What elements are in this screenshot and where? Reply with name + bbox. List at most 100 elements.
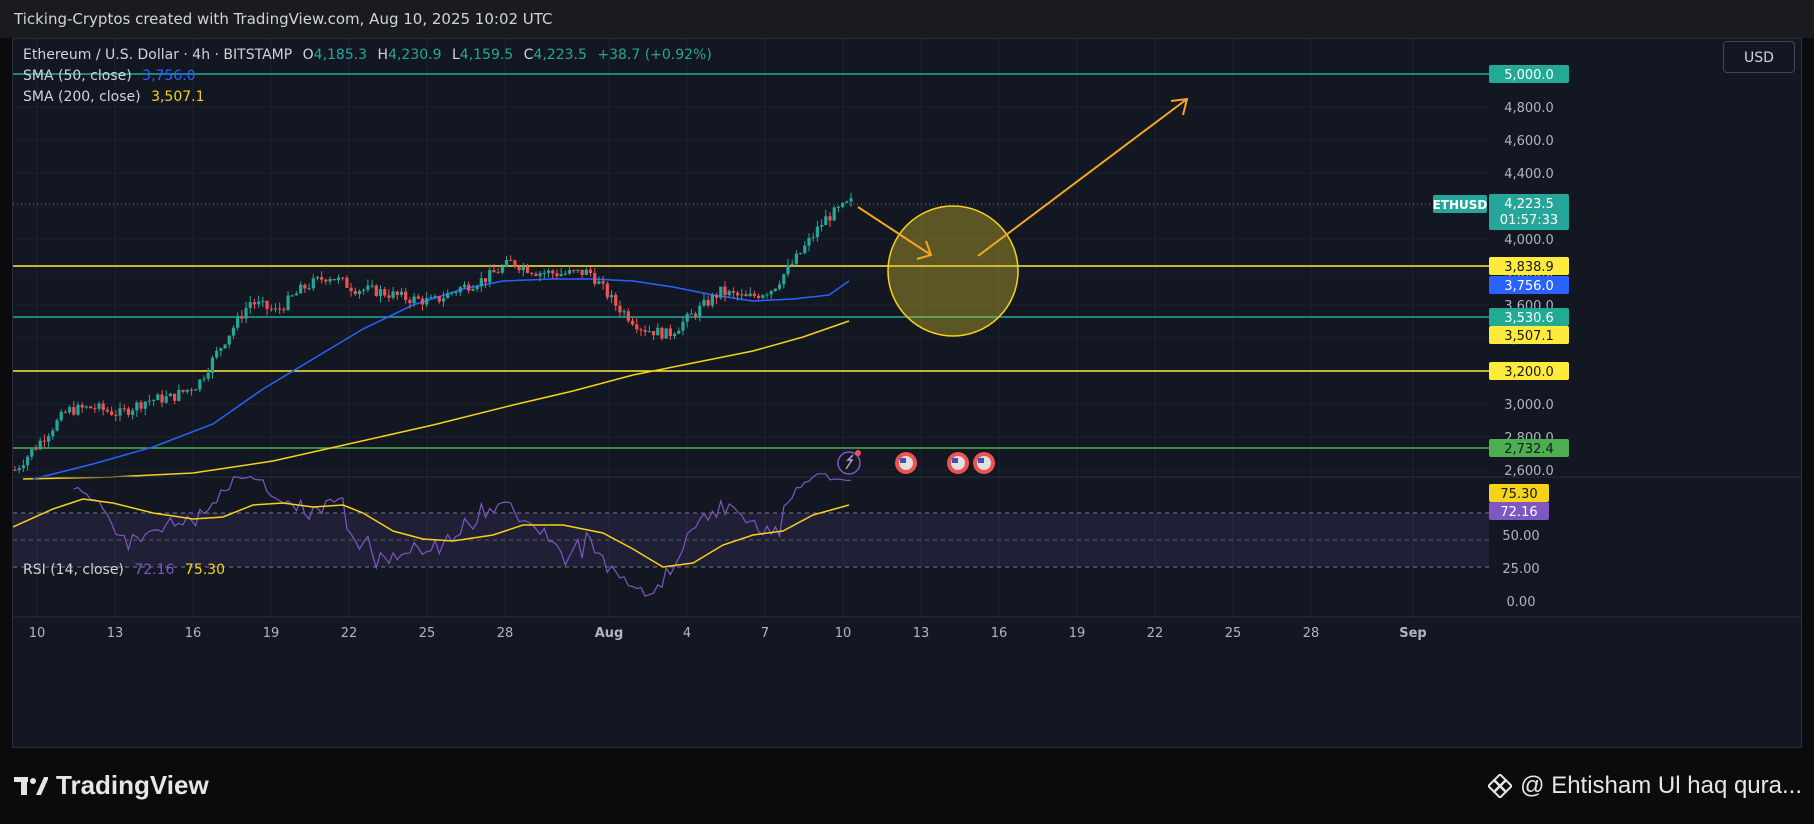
author-credit[interactable]: @ Ehtisham Ul haq qura...: [1488, 772, 1802, 800]
candle-body[interactable]: [362, 289, 366, 291]
candle-body[interactable]: [454, 292, 458, 294]
candle-body[interactable]: [656, 327, 660, 336]
candle-body[interactable]: [416, 296, 420, 299]
rsi-legend[interactable]: RSI (14, close) 72.16 75.30: [23, 562, 225, 578]
candle-body[interactable]: [126, 408, 131, 415]
candle-body[interactable]: [257, 301, 261, 305]
candle-body[interactable]: [819, 224, 824, 227]
candle-body[interactable]: [807, 237, 811, 246]
candle-body[interactable]: [76, 404, 80, 415]
tradingview-logo[interactable]: TradingView: [14, 770, 209, 801]
candle-body[interactable]: [538, 273, 542, 276]
candle-body[interactable]: [21, 465, 26, 469]
candle-body[interactable]: [672, 333, 677, 337]
candle-body[interactable]: [593, 273, 597, 284]
price-candles[interactable]: [13, 192, 853, 474]
candle-body[interactable]: [210, 357, 215, 373]
candle-body[interactable]: [294, 293, 299, 296]
candle-body[interactable]: [324, 279, 328, 282]
candle-body[interactable]: [248, 302, 252, 308]
candle-body[interactable]: [786, 265, 790, 275]
candle-body[interactable]: [185, 389, 189, 392]
candle-body[interactable]: [332, 278, 336, 281]
candle-body[interactable]: [110, 411, 114, 415]
candle-body[interactable]: [189, 389, 194, 391]
candle-body[interactable]: [551, 270, 555, 274]
candle-body[interactable]: [328, 278, 332, 282]
candle-body[interactable]: [525, 266, 530, 273]
candle-body[interactable]: [458, 287, 462, 293]
candle-body[interactable]: [647, 331, 651, 333]
candle-body[interactable]: [51, 430, 55, 437]
candle-body[interactable]: [30, 449, 34, 457]
candle-body[interactable]: [97, 403, 101, 409]
candle-body[interactable]: [387, 295, 391, 298]
rsi-line[interactable]: [73, 473, 852, 597]
candle-body[interactable]: [500, 266, 504, 273]
candle-body[interactable]: [122, 408, 126, 410]
candle-body[interactable]: [269, 308, 273, 310]
candle-body[interactable]: [761, 295, 765, 298]
candle-body[interactable]: [815, 226, 819, 238]
candle-body[interactable]: [601, 281, 605, 284]
candle-body[interactable]: [34, 449, 38, 451]
candle-body[interactable]: [597, 281, 601, 284]
candle-body[interactable]: [231, 327, 236, 336]
rsi-ma-line[interactable]: [12, 498, 850, 568]
candle-body[interactable]: [286, 295, 290, 311]
candle-body[interactable]: [273, 308, 278, 310]
currency-button[interactable]: USD: [1723, 41, 1795, 73]
candle-body[interactable]: [202, 378, 206, 380]
candle-body[interactable]: [139, 402, 143, 409]
candle-body[interactable]: [618, 305, 622, 313]
candle-body[interactable]: [735, 292, 740, 296]
candle-body[interactable]: [689, 313, 693, 315]
candle-body[interactable]: [748, 293, 752, 297]
candle-body[interactable]: [567, 270, 572, 274]
candle-body[interactable]: [740, 294, 744, 296]
candle-body[interactable]: [17, 468, 21, 471]
candle-body[interactable]: [483, 278, 488, 283]
candle-body[interactable]: [194, 389, 198, 391]
candle-body[interactable]: [42, 440, 47, 442]
candle-body[interactable]: [840, 202, 845, 208]
candle-body[interactable]: [462, 284, 467, 288]
candle-body[interactable]: [681, 321, 685, 331]
candle-body[interactable]: [752, 293, 756, 296]
candle-body[interactable]: [643, 330, 647, 332]
candle-body[interactable]: [290, 295, 294, 297]
candle-body[interactable]: [727, 291, 731, 296]
candle-body[interactable]: [68, 407, 72, 413]
candle-body[interactable]: [798, 253, 803, 255]
candle-body[interactable]: [685, 313, 689, 322]
candle-body[interactable]: [378, 289, 383, 297]
candle-body[interactable]: [433, 296, 437, 298]
candle-body[interactable]: [441, 298, 446, 302]
candle-body[interactable]: [282, 309, 286, 311]
candle-body[interactable]: [181, 389, 185, 392]
candle-body[interactable]: [509, 259, 513, 261]
candle-body[interactable]: [723, 286, 727, 296]
candle-body[interactable]: [311, 278, 315, 289]
candle-body[interactable]: [38, 440, 42, 450]
candle-body[interactable]: [143, 401, 147, 409]
candle-body[interactable]: [651, 331, 656, 336]
candle-body[interactable]: [496, 272, 500, 274]
candle-body[interactable]: [836, 207, 840, 209]
candle-body[interactable]: [630, 320, 635, 325]
us-flag-event-icon[interactable]: [947, 452, 969, 474]
up-arrow[interactable]: [977, 97, 1189, 257]
candle-body[interactable]: [173, 393, 177, 401]
candle-body[interactable]: [105, 409, 110, 412]
candle-body[interactable]: [160, 394, 164, 403]
candle-body[interactable]: [84, 406, 89, 408]
candle-body[interactable]: [341, 277, 345, 279]
candle-body[interactable]: [635, 324, 639, 330]
sma50-line[interactable]: [32, 278, 850, 480]
candle-body[interactable]: [429, 297, 433, 299]
candle-body[interactable]: [731, 291, 735, 293]
candle-body[interactable]: [580, 269, 584, 275]
candle-body[interactable]: [118, 408, 122, 416]
candle-body[interactable]: [664, 328, 668, 339]
rsi-axis[interactable]: 50.00 25.00 0.00: [1502, 529, 1539, 610]
